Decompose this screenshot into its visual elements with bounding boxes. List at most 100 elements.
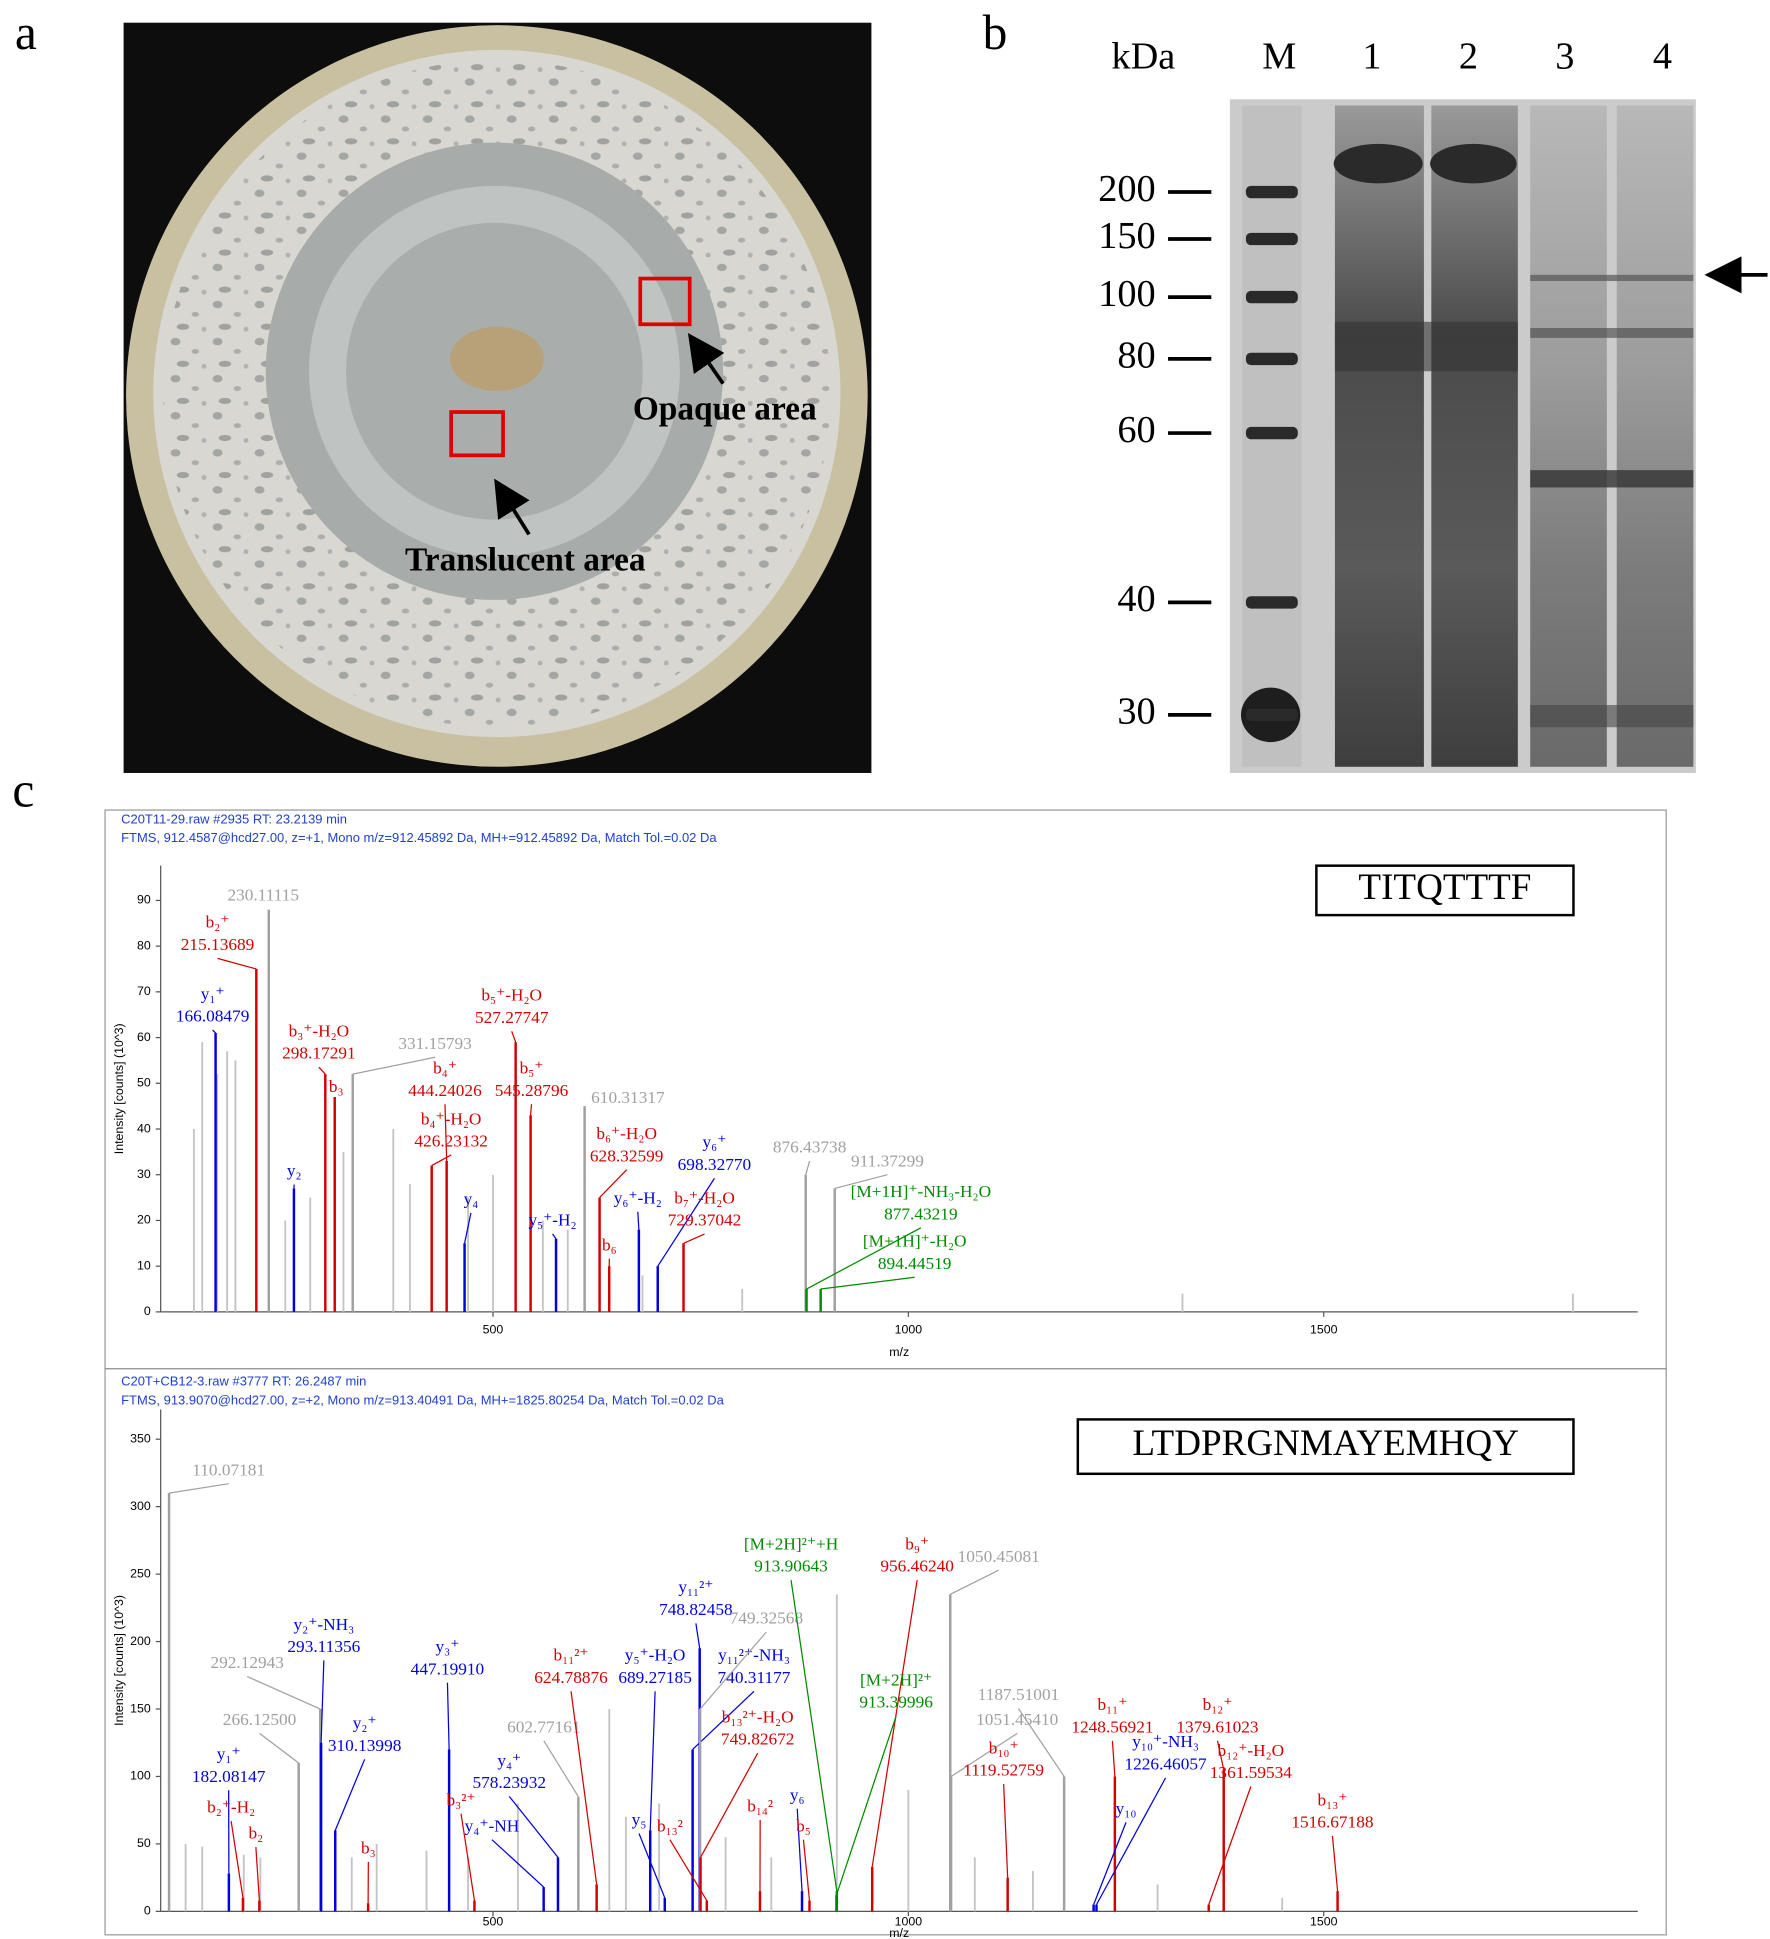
band [1334,321,1518,372]
mz-label: 1050.45081 [958,1547,1040,1566]
unit-label: kDa [1111,36,1175,78]
mz-label: 230.11115 [227,886,299,905]
lane [1334,105,1424,767]
ion-label: b₆⁺-H₂O [596,1124,657,1143]
mz-label: 1187.51001 [978,1685,1060,1704]
leader [695,1623,701,1649]
leader [657,1178,715,1267]
mz-label: 1226.46057 [1124,1754,1207,1773]
y-axis-label: Intensity [counts] (10^3) [112,1023,126,1154]
mz-label: 740.31177 [718,1668,791,1687]
marker-band [1245,290,1298,304]
leader [699,1631,767,1710]
mz-label: 331.15793 [398,1034,472,1053]
x-tick-label: 1500 [1310,1915,1338,1929]
leader [649,1691,656,1831]
mz-label: 689.27185 [618,1668,692,1687]
y-tick-label: 50 [137,1836,151,1850]
ion-label: b₂⁺-H₂ [207,1798,255,1817]
mz-label: 748.82458 [659,1600,733,1619]
panel-letter: a [15,5,37,60]
ion-label: y₅⁺-H₂O [625,1646,686,1665]
leader [1003,1784,1009,1878]
mz-label: 1119.52759 [963,1761,1044,1780]
leader [637,1211,640,1230]
peptide-box [1315,864,1575,917]
leader [871,1580,918,1867]
mz-label: 527.27747 [475,1008,549,1027]
mz-label: 166.08479 [176,1007,250,1026]
mz-label: 110.07181 [192,1460,265,1479]
y-tick-label: 90 [137,893,151,907]
marker-band [1245,232,1298,246]
y-tick-label: 100 [130,1769,151,1783]
mz-label: 913.90643 [754,1557,828,1576]
ion-label: y₄⁺-NH [465,1816,520,1835]
leader [463,1212,472,1244]
spectrum-header: C20T+CB12-3.raw #3777 RT: 26.2487 min [121,1374,366,1389]
leader [444,1104,448,1162]
ion-label: b₁₁²⁺ [554,1646,589,1665]
ion-label: b₃⁺-H₂O [289,1022,350,1041]
ion-label: b₅⁺ [520,1059,544,1078]
peptide: TITQTTTF [1358,867,1531,908]
y-tick-label: 70 [137,984,151,998]
band [1333,143,1423,184]
y-tick-label: 20 [137,1213,151,1227]
leader [802,1839,811,1901]
band [1530,470,1694,488]
mz-label: 913.39996 [859,1693,933,1712]
lane [1616,105,1694,767]
leader [320,1660,325,1743]
x-tick-label: 500 [483,1915,504,1929]
y-axis-label: Intensity [counts] (10^3) [112,1595,126,1726]
leader [511,1031,517,1043]
leader [212,1029,217,1034]
mz-label: 182.08147 [192,1767,266,1786]
ion-label: y₃⁺ [436,1637,460,1656]
ion-label: y₁₀ [1116,1799,1137,1818]
leader [168,1483,229,1494]
ion-label: y₄⁺ [497,1751,521,1770]
leader [835,1715,897,1896]
leader [230,1821,244,1898]
mz-label: 876.43738 [773,1138,847,1157]
mz-label: 911.37299 [851,1151,924,1170]
mz-label: 1516.67188 [1291,1813,1373,1832]
mz-label: 1361.59534 [1210,1763,1293,1782]
band [1430,143,1517,184]
leader [1093,1822,1127,1905]
lane-label: 4 [1653,36,1672,78]
leader [352,1056,436,1075]
leader [683,1233,705,1244]
mz-label: 610.31317 [591,1088,665,1107]
leader [318,1066,326,1075]
ion-label: b₄⁺-H₂O [421,1109,482,1128]
x-axis-label: m/z [889,1345,909,1359]
ion-label: y₁₁²⁺-NH₃ [718,1646,790,1665]
panel-letter: b [983,5,1008,60]
arrow [687,333,725,385]
leader [1331,1835,1339,1892]
leader [460,1813,476,1901]
leader [950,1732,1018,1777]
leader [820,1276,915,1290]
leader [570,1691,598,1885]
mz-label: 1248.56921 [1071,1717,1153,1736]
leader [255,1847,260,1901]
ion-label: b₂⁺ [206,913,230,932]
leader [246,1675,321,1710]
x-tick-label: 500 [483,1323,504,1337]
leader [796,1808,803,1892]
mz-label: 749.32568 [730,1609,804,1628]
ion-label: b₁₃⁺ [1318,1790,1348,1809]
marker-band [1245,352,1298,366]
ion-label: b₁₁⁺ [1098,1695,1128,1714]
ion-label: b₉⁺ [905,1534,929,1553]
mz-label: 1379.61023 [1176,1717,1258,1736]
leader [638,1833,666,1899]
ion-label: b₁₃²⁺-H₂O [722,1708,794,1727]
ion-label: y₄ [464,1190,479,1209]
x-tick-label: 1500 [1310,1323,1338,1337]
